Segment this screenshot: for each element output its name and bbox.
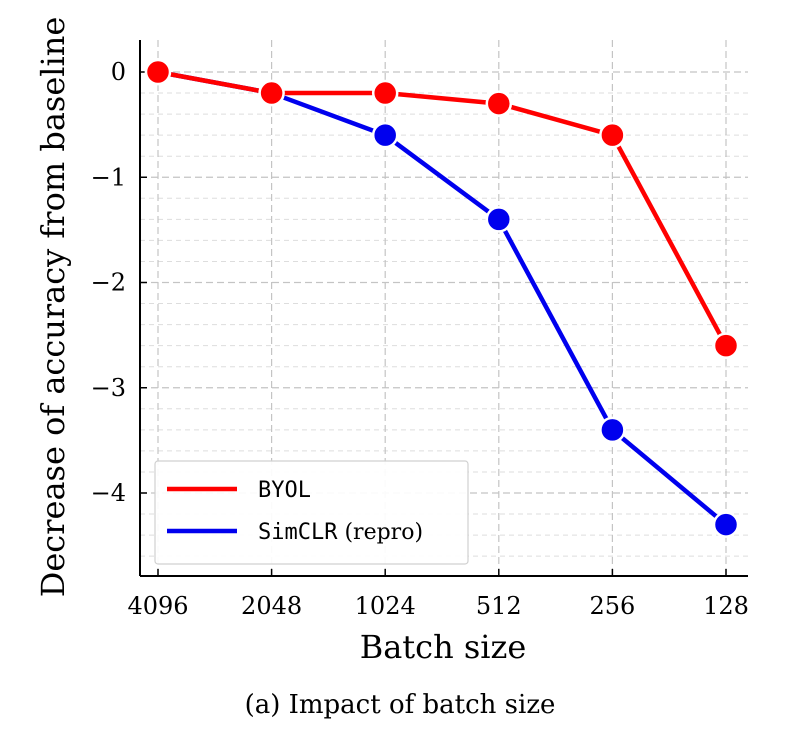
simclr-repro-point (485, 206, 513, 233)
byol-point (599, 121, 626, 149)
x-tick-label: 1024 (355, 592, 416, 620)
simclr-repro-legend-label: SimCLR (repro) (258, 520, 423, 545)
x-tick-label: 4096 (127, 592, 188, 620)
simclr-repro-point (371, 121, 399, 149)
simclr-repro-line (155, 69, 729, 527)
y-tick-label: −2 (91, 269, 126, 297)
x-axis-ticks: 4096 2048 1024 512 256 128 (127, 569, 749, 620)
byol-point (258, 79, 285, 107)
legend-box (154, 460, 469, 565)
byol-point (485, 90, 513, 117)
y-axis-ticks: 0 −1 −2 −3 −4 (91, 58, 147, 507)
simclr-repro-point (712, 511, 740, 538)
byol-point (144, 58, 172, 86)
axes (139, 40, 748, 577)
byol-point (371, 79, 399, 107)
x-tick-label: 2048 (241, 592, 302, 620)
byol-line (155, 69, 729, 348)
byol-point (712, 332, 740, 359)
y-tick-label: −1 (91, 163, 126, 191)
x-tick-label: 128 (703, 592, 749, 620)
figure-caption: (a) Impact of batch size (244, 690, 556, 720)
y-tick-label: 0 (111, 58, 126, 86)
data-series (144, 58, 740, 538)
y-tick-label: −3 (91, 374, 126, 402)
x-tick-label: 512 (476, 592, 522, 620)
y-axis-label: Decrease of accuracy from baseline (34, 17, 72, 598)
x-tick-label: 256 (589, 592, 635, 620)
x-axis-label: Batch size (360, 628, 527, 666)
y-tick-label: −4 (91, 479, 126, 507)
legend: BYOL SimCLR (repro) (154, 460, 469, 565)
simclr-repro-point (599, 416, 626, 444)
byol-legend-label: BYOL (258, 478, 311, 503)
